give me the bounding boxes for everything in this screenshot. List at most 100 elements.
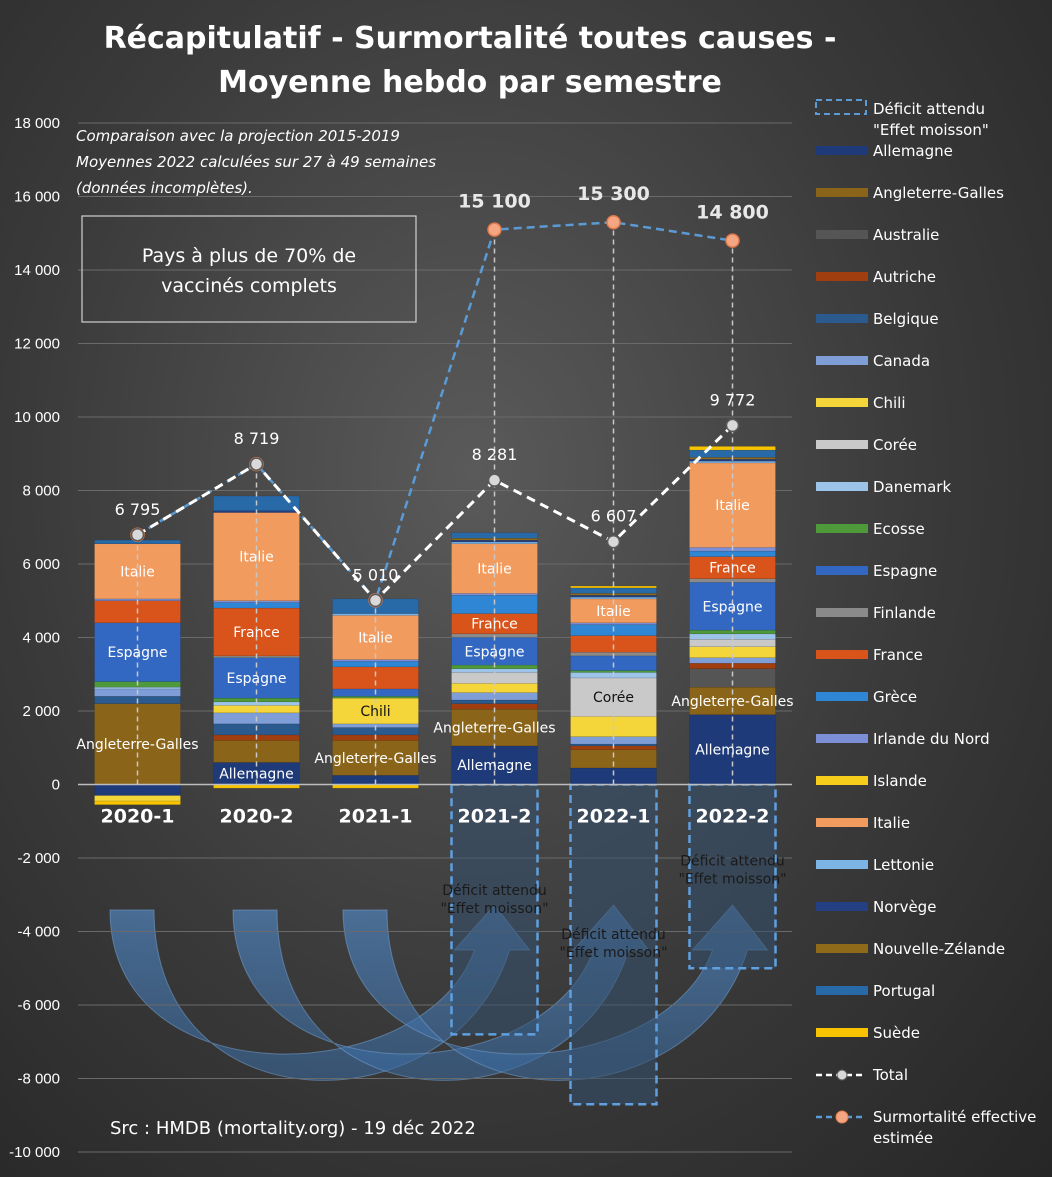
chart-note: Moyennes 2022 calculées sur 27 à 49 sema… (76, 153, 436, 171)
vaccine-box-text: vaccinés complets (161, 275, 337, 297)
legend-label: Nouvelle-Zélande (873, 940, 1005, 958)
legend-label: Grèce (873, 688, 917, 706)
legend-label: Allemagne (873, 142, 953, 160)
y-tick-label: 6 000 (22, 556, 60, 573)
segment-label: Italie (120, 564, 155, 580)
segment-label: Angleterre-Galles (433, 721, 555, 737)
legend-label: Déficit attendu (873, 100, 985, 118)
legend-swatch (816, 1028, 868, 1037)
segment-label: Chili (360, 704, 390, 720)
segment-label: France (471, 617, 518, 633)
legend-swatch (816, 692, 868, 701)
deficit-label: "Effet moisson" (678, 871, 786, 887)
legend-deficit-swatch (815, 99, 867, 115)
legend-label: Total (872, 1066, 908, 1084)
legend-label: Angleterre-Galles (873, 184, 1004, 202)
y-tick-label: -6 000 (17, 997, 60, 1014)
x-category-label: 2022-2 (696, 806, 770, 828)
effective-value-label: 15 100 (458, 191, 531, 213)
legend-label: Danemark (873, 478, 951, 496)
y-tick-label: 0 (52, 777, 60, 794)
y-tick-label: 8 000 (22, 483, 60, 500)
legend-swatch (816, 314, 868, 323)
legend-label: "Effet moisson" (873, 121, 989, 139)
bar-segment (689, 657, 776, 664)
total-point (725, 418, 740, 433)
legend-swatch (816, 356, 868, 365)
total-point (606, 534, 621, 549)
bar-segment (94, 784, 181, 796)
segment-label: Angleterre-Galles (76, 737, 198, 753)
y-tick-label: 12 000 (14, 336, 60, 353)
axes: 18 000 16 000 14 000 12 000 10 000 8 000 6 000… (9, 115, 792, 1161)
legend-swatch (816, 860, 868, 869)
segment-label: Italie (358, 631, 393, 647)
total-value-label: 9 772 (710, 390, 756, 409)
legend-swatch (816, 734, 868, 743)
legend-swatch (816, 902, 868, 911)
legend-label: Islande (873, 772, 927, 790)
vaccine-box (81, 215, 417, 323)
legend-effective-marker (835, 1110, 849, 1124)
effective-line (136, 220, 733, 603)
segment-label: Angleterre-Galles (671, 694, 793, 710)
legend-label: Espagne (873, 562, 937, 580)
segment-label: Espagne (227, 671, 287, 687)
total-point (487, 473, 502, 487)
legend-label: Lettonie (873, 856, 934, 874)
legend-label: Australie (873, 226, 939, 244)
bar-segment (94, 800, 181, 805)
deficit-label: "Effet moisson" (440, 901, 548, 917)
legend-swatch (816, 944, 868, 953)
bar-segment (332, 659, 419, 662)
segment-label: Italie (596, 604, 631, 620)
legend-label: Italie (873, 814, 910, 832)
total-value-label: 6 607 (591, 507, 637, 526)
bar-segment (332, 613, 419, 616)
y-tick-label: 4 000 (22, 630, 60, 647)
total-point (130, 528, 145, 542)
segment-label: Allemagne (219, 766, 294, 782)
total-point (249, 457, 264, 471)
legend-swatch (816, 188, 868, 197)
segment-label: Angleterre-Galles (314, 751, 436, 767)
chart-note: Comparaison avec la projection 2015-2019 (76, 127, 400, 145)
x-category-label: 2020-2 (220, 806, 294, 828)
chart-title: Moyenne hebdo par semestre (218, 65, 722, 100)
legend-label: Suède (873, 1024, 920, 1042)
total-value-label: 5 010 (353, 565, 399, 584)
x-category-label: 2021-2 (458, 806, 532, 828)
y-tick-label: 16 000 (14, 189, 60, 206)
legend-swatch (816, 482, 868, 491)
legend-swatch (816, 272, 868, 281)
legend-label: Corée (873, 436, 917, 454)
bar-segment (570, 749, 657, 769)
deficit-label: Déficit attendu (561, 927, 666, 943)
bar-segment (451, 541, 538, 545)
legend-label: Norvège (873, 898, 936, 916)
segment-label: Italie (239, 550, 274, 566)
y-tick-label: -10 000 (9, 1144, 60, 1161)
legend-label: France (873, 646, 923, 664)
x-category-label: 2020-1 (101, 806, 175, 828)
bar-segment (570, 596, 657, 600)
total-line (136, 424, 734, 603)
bar-segment (94, 686, 181, 690)
series-lines (130, 214, 740, 785)
bar-segment (451, 637, 538, 666)
vaccine-box-text: Pays à plus de 70% de (142, 245, 356, 267)
legend-swatch (816, 398, 868, 407)
segment-label: Espagne (108, 645, 168, 661)
total-point (368, 593, 383, 608)
total-value-label: 8 281 (472, 445, 518, 464)
segment-label: Allemagne (457, 758, 532, 774)
effective-value-label: 14 800 (696, 202, 769, 224)
bar-segment (570, 622, 657, 625)
legend-label: Belgique (873, 310, 939, 328)
annotations: Déficit attendu "Effet moisson" Déficit at… (76, 21, 836, 1139)
y-tick-label: 14 000 (14, 262, 60, 279)
legend-label: Chili (873, 394, 905, 412)
legend-swatch (816, 566, 868, 575)
y-tick-label: -4 000 (17, 924, 60, 941)
total-value-label: 6 795 (115, 500, 161, 519)
